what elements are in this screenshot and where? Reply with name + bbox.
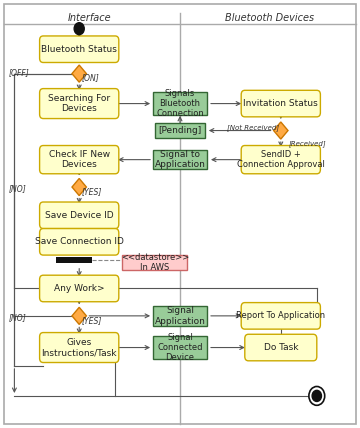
Circle shape (74, 23, 84, 35)
Text: [Not Received]: [Not Received] (227, 124, 279, 131)
Text: Signal
Connected
Device: Signal Connected Device (157, 333, 203, 363)
FancyBboxPatch shape (40, 202, 119, 229)
Text: Signal to
Application: Signal to Application (154, 150, 206, 169)
Text: Any Work>: Any Work> (54, 284, 104, 293)
Bar (155, 123, 205, 138)
Text: Do Task: Do Task (264, 343, 298, 352)
Text: Check IF New
Devices: Check IF New Devices (49, 150, 110, 169)
Polygon shape (274, 122, 288, 139)
FancyBboxPatch shape (40, 229, 119, 255)
Bar (56, 257, 92, 263)
Text: Save Device ID: Save Device ID (45, 211, 113, 220)
Text: <<datastore>>
In AWS: <<datastore>> In AWS (121, 253, 189, 273)
Polygon shape (72, 178, 86, 196)
Bar (153, 306, 207, 326)
Text: Gives
Instructions/Task: Gives Instructions/Task (41, 338, 117, 357)
Text: [ON]: [ON] (82, 73, 100, 83)
FancyBboxPatch shape (245, 334, 317, 361)
Circle shape (312, 390, 321, 401)
Polygon shape (72, 65, 86, 82)
FancyBboxPatch shape (40, 36, 119, 62)
Text: [NO]: [NO] (9, 184, 27, 193)
Text: Interface: Interface (68, 13, 112, 24)
Text: [OFF]: [OFF] (9, 68, 30, 77)
Text: [YES]: [YES] (82, 187, 103, 196)
Bar (153, 336, 207, 359)
Bar (122, 255, 187, 270)
Text: [Pending]: [Pending] (158, 126, 202, 135)
Text: Report To Application: Report To Application (236, 311, 325, 321)
Bar (153, 92, 207, 115)
FancyBboxPatch shape (241, 90, 320, 117)
FancyBboxPatch shape (40, 89, 119, 119)
Text: Bluetooth Status: Bluetooth Status (41, 45, 117, 54)
FancyBboxPatch shape (241, 146, 320, 174)
Text: [Received]: [Received] (289, 140, 327, 147)
FancyBboxPatch shape (241, 303, 320, 329)
Text: Signals
Bluetooth
Connection: Signals Bluetooth Connection (156, 89, 204, 119)
Text: Invitation Status: Invitation Status (243, 99, 318, 108)
Text: Bluetooth Devices: Bluetooth Devices (225, 13, 315, 24)
Text: [YES]: [YES] (82, 315, 103, 325)
Text: Searching For
Devices: Searching For Devices (48, 94, 110, 113)
Bar (153, 150, 207, 169)
Circle shape (309, 386, 325, 405)
Text: Save Connection ID: Save Connection ID (35, 237, 123, 247)
FancyBboxPatch shape (40, 275, 119, 302)
Text: Signal
Application: Signal Application (154, 306, 206, 326)
Text: SendID +
Connection Approval: SendID + Connection Approval (237, 150, 325, 169)
FancyBboxPatch shape (40, 333, 119, 363)
FancyBboxPatch shape (40, 146, 119, 174)
Polygon shape (72, 307, 86, 324)
Text: [NO]: [NO] (9, 312, 27, 322)
